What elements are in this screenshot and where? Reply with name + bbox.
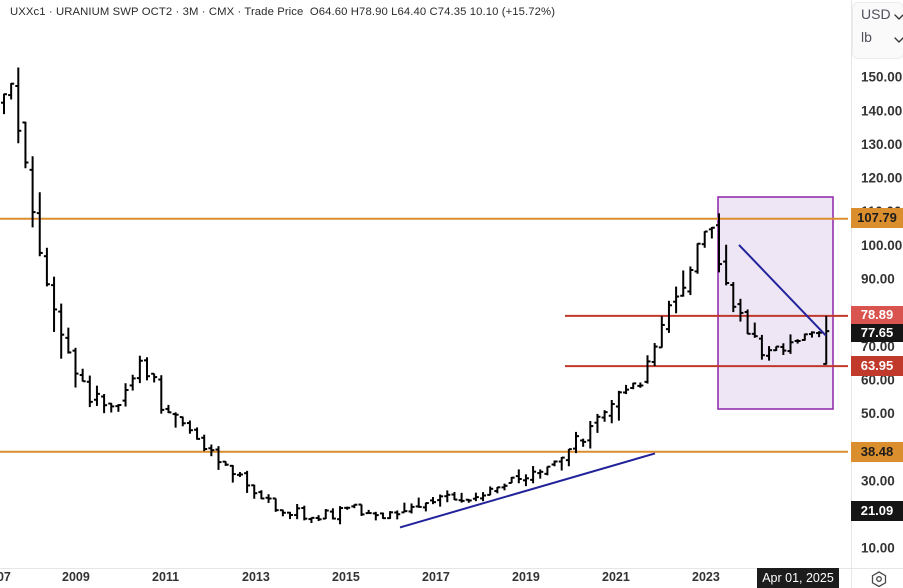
svg-text:130.00: 130.00 xyxy=(861,137,902,152)
svg-text:140.00: 140.00 xyxy=(861,103,902,118)
svg-text:50.00: 50.00 xyxy=(861,406,895,421)
svg-text:150.00: 150.00 xyxy=(861,70,902,85)
svg-text:120.00: 120.00 xyxy=(861,171,902,186)
svg-text:100.00: 100.00 xyxy=(861,238,902,253)
svg-text:10.00: 10.00 xyxy=(861,541,895,556)
svg-text:90.00: 90.00 xyxy=(861,272,895,287)
svg-text:30.00: 30.00 xyxy=(861,473,895,488)
